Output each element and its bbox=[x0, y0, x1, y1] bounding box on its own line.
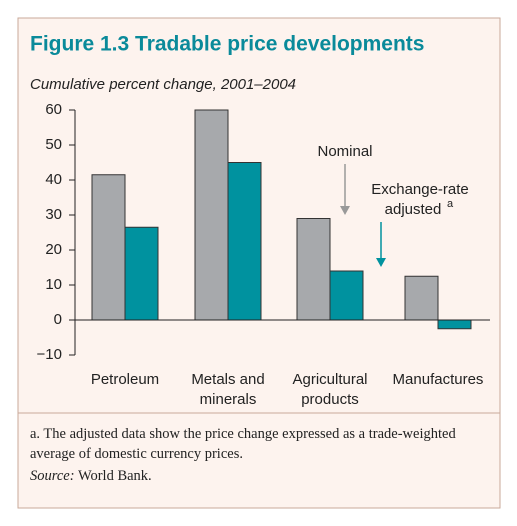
source: Source: World Bank. bbox=[30, 466, 490, 486]
y-tick-label: 0 bbox=[54, 311, 62, 328]
label-line: Metals and bbox=[191, 371, 264, 388]
legend-marker: a bbox=[447, 198, 454, 210]
y-tick-label: 30 bbox=[45, 206, 62, 223]
bar bbox=[437, 319, 472, 330]
bar bbox=[91, 174, 126, 321]
bar bbox=[329, 270, 364, 321]
label-line: Petroleum bbox=[91, 371, 159, 388]
y-tick-label: 10 bbox=[45, 276, 62, 293]
y-tick-label: 50 bbox=[45, 136, 62, 153]
x-tick-label: Agricultural products bbox=[292, 371, 367, 408]
footnote: a. The adjusted data show the price chan… bbox=[30, 426, 456, 462]
x-tick-label: Petroleum bbox=[91, 371, 159, 388]
bar bbox=[194, 109, 229, 321]
label-line: Agricultural bbox=[292, 371, 367, 388]
arrow-head bbox=[376, 258, 386, 267]
bar bbox=[227, 162, 262, 321]
legend-label: Nominal bbox=[317, 143, 372, 160]
subtitle: Cumulative percent change, 2001–2004 bbox=[30, 76, 296, 93]
source-label: Source: bbox=[30, 468, 75, 484]
bar bbox=[404, 275, 439, 321]
y-tick-label: −10 bbox=[37, 346, 62, 363]
label-line: Exchange-rate bbox=[371, 181, 469, 198]
bar bbox=[296, 218, 331, 321]
x-tick-label: Metals and minerals bbox=[191, 371, 264, 408]
legend-label: Exchange-rate adjusted bbox=[371, 181, 469, 218]
y-tick-label: 60 bbox=[45, 101, 62, 118]
bar bbox=[124, 226, 159, 321]
label-line: Manufactures bbox=[393, 371, 484, 388]
label-line: minerals bbox=[200, 391, 257, 408]
source-text: World Bank. bbox=[77, 468, 152, 484]
label-line: adjusted bbox=[385, 201, 442, 218]
chart-title: Figure 1.3 Tradable price developments bbox=[30, 33, 424, 56]
x-tick-label: Manufactures bbox=[393, 371, 484, 388]
y-tick-label: 20 bbox=[45, 241, 62, 258]
arrow-head bbox=[340, 206, 350, 215]
label-line: products bbox=[301, 391, 359, 408]
y-tick-label: 40 bbox=[45, 171, 62, 188]
